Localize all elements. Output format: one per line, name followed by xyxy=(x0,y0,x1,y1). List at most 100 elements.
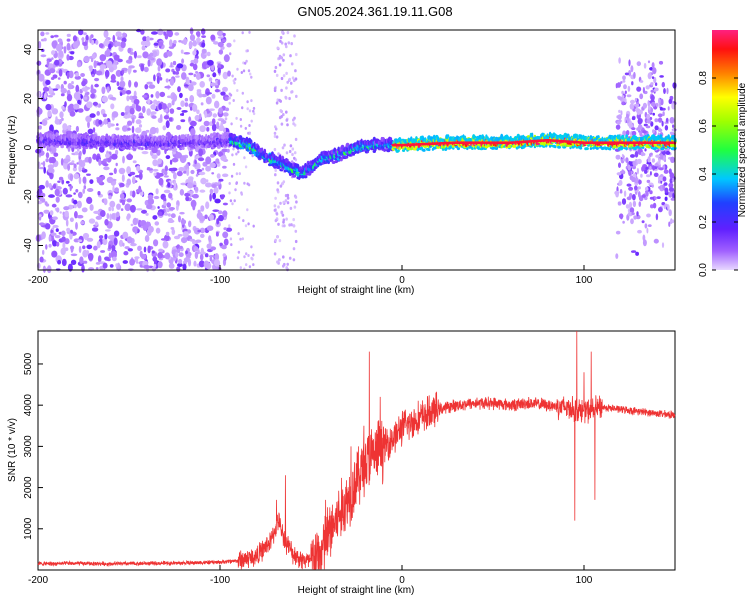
spectrogram-cell xyxy=(189,95,195,103)
spectrogram-cell xyxy=(73,163,77,169)
spectrogram-cell xyxy=(630,154,635,158)
spectrogram-cell xyxy=(59,119,63,124)
spectrogram-cell xyxy=(73,103,80,110)
spectrogram-cell xyxy=(217,160,220,164)
spectrogram-cell xyxy=(653,76,657,84)
spectrogram-cell xyxy=(128,147,131,151)
spectrogram-cell xyxy=(276,260,279,264)
spectrogram-cell xyxy=(618,162,621,168)
spectrogram-cell xyxy=(216,218,220,225)
spectrogram-cell xyxy=(631,130,637,136)
spectrogram-cell xyxy=(291,147,295,151)
spectrogram-cell xyxy=(275,135,279,139)
spectrogram-cell xyxy=(664,187,669,194)
spectrogram-cell xyxy=(285,110,288,114)
spectrogram-cell xyxy=(615,253,619,259)
spectrogram-cell xyxy=(178,215,181,223)
spectrogram-cell xyxy=(648,105,651,111)
spectrogram-cell xyxy=(79,256,84,265)
spectrogram-cell xyxy=(69,173,73,182)
spectrogram-cell xyxy=(152,50,158,58)
spectrogram-cell xyxy=(106,176,114,184)
spectrogram-cell xyxy=(280,122,284,126)
spectrogram-cell xyxy=(51,50,56,56)
spectrogram-cell xyxy=(621,198,627,205)
spectrogram-cell xyxy=(215,231,219,237)
spectrogram-cell xyxy=(643,62,647,69)
spectrogram-cell xyxy=(111,153,118,160)
spectrogram-cell xyxy=(198,157,205,162)
spectrogram-cell xyxy=(168,207,175,211)
spectrogram-cell xyxy=(285,118,289,122)
spectrogram-cell xyxy=(153,74,156,82)
spectrogram-cell xyxy=(45,203,50,207)
spectrogram-cell xyxy=(93,245,98,251)
spectrogram-cell xyxy=(626,113,629,119)
spectrogram-cell xyxy=(199,189,206,193)
spectrogram-cell xyxy=(668,168,672,175)
spectrogram-cell xyxy=(129,51,135,55)
spectrogram-cell xyxy=(284,95,288,99)
spectrogram-cell xyxy=(65,194,73,198)
spectrogram-cell xyxy=(245,59,248,63)
spectrogram-cell xyxy=(286,123,289,127)
spectrogram-cell xyxy=(100,250,106,253)
spectrogram-cell xyxy=(642,102,648,109)
spectrogram-cell xyxy=(286,201,290,205)
spectrogram-cell xyxy=(176,125,182,130)
spectrogram-cell xyxy=(252,109,255,113)
spectrogram-cell xyxy=(57,38,63,43)
spectrogram-cell xyxy=(222,202,228,206)
spectrogram-cell xyxy=(150,111,157,115)
spectrogram-cell xyxy=(637,118,643,125)
spectrogram-cell xyxy=(641,146,645,149)
spectrogram-cell xyxy=(212,113,218,118)
spectrogram-cell xyxy=(159,91,166,98)
spectrogram-cell xyxy=(175,152,183,159)
spectrogram-cell xyxy=(432,134,436,140)
spectrogram-cell xyxy=(110,103,115,110)
spectrogram-cell xyxy=(651,62,655,69)
spectrogram-cell xyxy=(658,167,664,171)
spectrogram-cell xyxy=(115,211,120,218)
spectrogram-cell xyxy=(163,115,170,120)
spectrogram-cell xyxy=(83,185,87,190)
spectrogram-cell xyxy=(149,126,157,135)
spectrogram-cell xyxy=(70,245,75,250)
spectrogram-cell xyxy=(246,107,249,111)
spectrogram-cell xyxy=(103,158,109,162)
spectrogram-cell xyxy=(179,189,185,196)
spectrogram-cell xyxy=(180,119,186,123)
spectrogram-cell xyxy=(246,49,249,53)
spectrogram-cell xyxy=(82,176,87,184)
snr-y-tick-label: 4000 xyxy=(23,394,34,417)
spectrogram-cell xyxy=(174,71,180,75)
spectrogram-cell xyxy=(155,127,159,134)
spectrogram-cell xyxy=(217,67,221,74)
spectrogram-cell xyxy=(43,37,47,42)
spectrogram-cell xyxy=(169,159,173,165)
spectrogram-cell xyxy=(275,73,279,77)
spectrogram-cell xyxy=(74,151,79,156)
spectrogram-cell xyxy=(61,258,67,267)
spectrogram-cell xyxy=(41,231,46,240)
spectrogram-cell xyxy=(646,113,651,120)
spectrogram-cell xyxy=(64,158,71,163)
spectrogram-cell xyxy=(263,148,267,154)
spectrogram-cell xyxy=(201,42,206,48)
spectrogram-cell xyxy=(668,182,674,188)
spectrogram-cell xyxy=(228,92,231,96)
spectrogram-cell xyxy=(283,143,286,147)
spectrogram-cell xyxy=(41,118,48,126)
spectrogram-cell xyxy=(247,183,251,187)
spectrogram-cell xyxy=(173,40,177,44)
spectrogram-cell xyxy=(98,119,103,125)
spectrogram-cell xyxy=(292,258,296,262)
spectrogram-cell xyxy=(52,250,57,257)
spectrogram-cell xyxy=(277,258,281,262)
spectrogram-cell xyxy=(642,239,647,247)
spectrogram-cell xyxy=(116,81,120,87)
spectrogram-cell xyxy=(42,160,46,168)
spectrogram-cell xyxy=(644,148,647,152)
